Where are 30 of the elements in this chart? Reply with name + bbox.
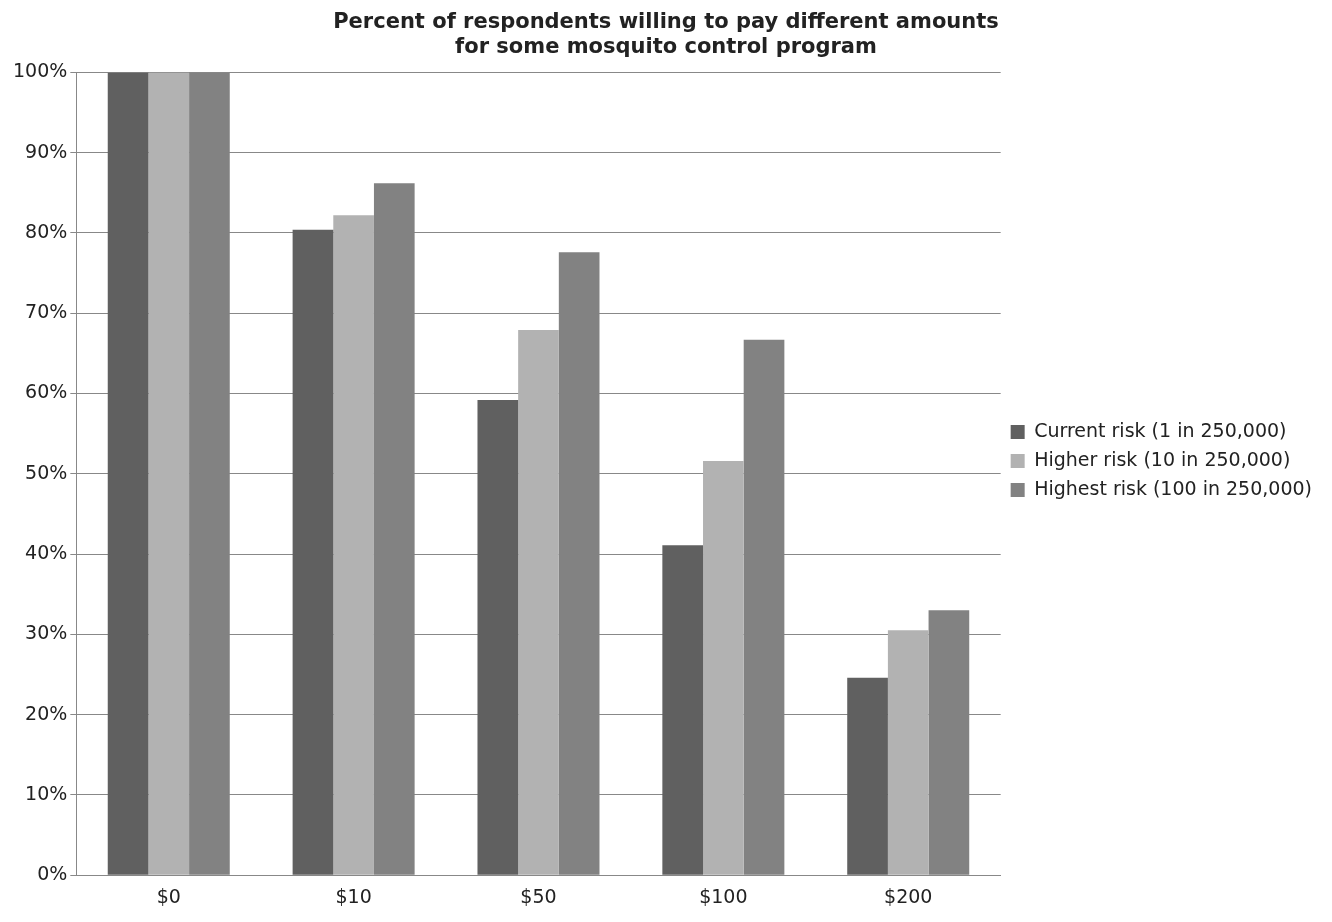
bar <box>518 330 559 875</box>
bar <box>887 630 929 875</box>
x-tick-label: $10 <box>335 884 372 907</box>
y-tick-label: 10% <box>25 781 68 804</box>
legend-label: Current risk (1 in 250,000) <box>1034 418 1287 441</box>
y-tick-label: 60% <box>25 380 68 403</box>
y-tick-label: 20% <box>25 701 68 724</box>
bar <box>847 677 888 875</box>
x-tick-label: $100 <box>699 884 748 907</box>
bar <box>107 72 149 875</box>
bar <box>703 460 744 875</box>
legend-label: Highest risk (100 in 250,000) <box>1034 476 1313 499</box>
y-tick-label: 40% <box>25 541 68 564</box>
bar <box>333 215 374 875</box>
x-tick-label: $200 <box>884 884 933 907</box>
y-tick-label: 80% <box>25 219 68 242</box>
bar <box>662 545 704 875</box>
y-tick-label: 100% <box>12 59 68 82</box>
y-tick-label: 50% <box>25 460 68 483</box>
chart-title: Percent of respondents willing to pay different amounts for some mosquito control program <box>333 9 999 59</box>
legend-label: Higher risk (10 in 250,000) <box>1034 447 1291 470</box>
x-tick-label: $50 <box>520 884 557 907</box>
bar <box>148 72 190 875</box>
bar <box>477 399 519 875</box>
bar <box>292 229 334 875</box>
y-tick-label: 0% <box>37 862 68 885</box>
y-tick-label: 70% <box>25 300 68 323</box>
x-tick-label: $0 <box>156 884 181 907</box>
y-tick-label: 90% <box>25 139 68 162</box>
y-tick-label: 30% <box>25 621 68 644</box>
